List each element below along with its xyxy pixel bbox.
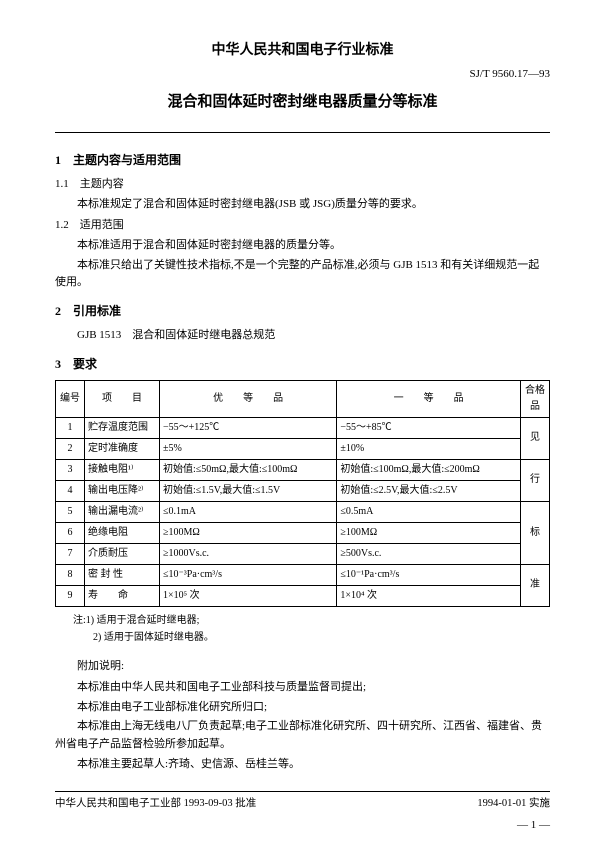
cell-yi: ≥500Vs.c. bbox=[337, 543, 521, 564]
standard-code: SJ/T 9560.17—93 bbox=[55, 66, 550, 84]
cell-you: ≥1000Vs.c. bbox=[160, 543, 337, 564]
th-item: 项 目 bbox=[85, 380, 160, 417]
cell-you: 初始值:≤50mΩ,最大值:≤100mΩ bbox=[160, 459, 337, 480]
table-row: 7 介质耐压 ≥1000Vs.c. ≥500Vs.c. bbox=[56, 543, 550, 564]
addendum-heading: 附加说明: bbox=[55, 658, 550, 676]
cell-you: ≥100MΩ bbox=[160, 522, 337, 543]
section2-body: GJB 1513 混合和固体延时继电器总规范 bbox=[55, 327, 550, 345]
cell-yi: ≤10⁻¹Pa·cm³/s bbox=[337, 564, 521, 585]
cell-item: 绝缘电阻 bbox=[85, 522, 160, 543]
cell-item: 输出漏电流²⁾ bbox=[85, 501, 160, 522]
table-row: 6 绝缘电阻 ≥100MΩ ≥100MΩ bbox=[56, 522, 550, 543]
footer-right: 1994-01-01 实施 bbox=[477, 796, 550, 813]
page: 中华人民共和国电子行业标准 SJ/T 9560.17—93 混合和固体延时密封继… bbox=[0, 0, 600, 855]
cell-item: 贮存温度范围 bbox=[85, 417, 160, 438]
cell-num: 9 bbox=[56, 585, 85, 606]
section1-2-heading: 1.2 适用范围 bbox=[55, 217, 550, 235]
cell-vnote: 见 bbox=[521, 417, 550, 459]
page-number: — 1 — bbox=[55, 817, 550, 835]
cell-item: 定时准确度 bbox=[85, 438, 160, 459]
cell-vnote: 行 bbox=[521, 459, 550, 501]
cell-num: 8 bbox=[56, 564, 85, 585]
table-row: 9 寿 命 1×10⁵ 次 1×10⁴ 次 bbox=[56, 585, 550, 606]
table-notes: 注:1) 适用于混合延时继电器; 2) 适用于固体延时继电器。 bbox=[73, 613, 550, 646]
cell-you: 初始值:≤1.5V,最大值:≤1.5V bbox=[160, 480, 337, 501]
cell-num: 1 bbox=[56, 417, 85, 438]
cell-yi: ≥100MΩ bbox=[337, 522, 521, 543]
table-row: 1 贮存温度范围 −55～+125℃ −55～+85℃ 见 bbox=[56, 417, 550, 438]
org-title: 中华人民共和国电子行业标准 bbox=[55, 40, 550, 62]
th-num: 编号 bbox=[56, 380, 85, 417]
cell-yi: −55～+85℃ bbox=[337, 417, 521, 438]
cell-item: 介质耐压 bbox=[85, 543, 160, 564]
table-row: 2 定时准确度 ±5% ±10% bbox=[56, 438, 550, 459]
table-row: 3 接触电阻¹⁾ 初始值:≤50mΩ,最大值:≤100mΩ 初始值:≤100mΩ… bbox=[56, 459, 550, 480]
section3-heading: 3 要求 bbox=[55, 355, 550, 374]
cell-yi: ±10% bbox=[337, 438, 521, 459]
cell-yi: 初始值:≤2.5V,最大值:≤2.5V bbox=[337, 480, 521, 501]
cell-you: ≤10⁻³Pa·cm³/s bbox=[160, 564, 337, 585]
th-hege: 合格品 bbox=[521, 380, 550, 417]
th-yi: 一 等 品 bbox=[337, 380, 521, 417]
cell-yi: 初始值:≤100mΩ,最大值:≤200mΩ bbox=[337, 459, 521, 480]
table-row: 4 输出电压降²⁾ 初始值:≤1.5V,最大值:≤1.5V 初始值:≤2.5V,… bbox=[56, 480, 550, 501]
addendum-p1: 本标准由中华人民共和国电子工业部科技与质量监督司提出; bbox=[55, 679, 550, 697]
cell-item: 接触电阻¹⁾ bbox=[85, 459, 160, 480]
cell-you: ≤0.1mA bbox=[160, 501, 337, 522]
section1-heading: 1 主题内容与适用范围 bbox=[55, 151, 550, 170]
section1-1-heading: 1.1 主题内容 bbox=[55, 176, 550, 194]
footer-left: 中华人民共和国电子工业部 1993-09-03 批准 bbox=[55, 796, 256, 813]
cell-item: 寿 命 bbox=[85, 585, 160, 606]
note-1: 注:1) 适用于混合延时继电器; bbox=[73, 613, 550, 629]
cell-yi: 1×10⁴ 次 bbox=[337, 585, 521, 606]
cell-num: 3 bbox=[56, 459, 85, 480]
cell-vnote: 准 bbox=[521, 564, 550, 606]
cell-num: 7 bbox=[56, 543, 85, 564]
addendum-p4: 本标准主要起草人:齐琦、史信源、岳桂兰等。 bbox=[55, 756, 550, 774]
cell-num: 5 bbox=[56, 501, 85, 522]
section1-2-body2: 本标准只给出了关键性技术指标,不是一个完整的产品标准,必须与 GJB 1513 … bbox=[55, 257, 550, 292]
cell-num: 2 bbox=[56, 438, 85, 459]
note-2: 2) 适用于固体延时继电器。 bbox=[73, 630, 550, 646]
doc-title: 混合和固体延时密封继电器质量分等标准 bbox=[55, 90, 550, 114]
cell-yi: ≤0.5mA bbox=[337, 501, 521, 522]
cell-num: 4 bbox=[56, 480, 85, 501]
table-row: 5 输出漏电流²⁾ ≤0.1mA ≤0.5mA 标 bbox=[56, 501, 550, 522]
cell-you: −55～+125℃ bbox=[160, 417, 337, 438]
cell-num: 6 bbox=[56, 522, 85, 543]
addendum-p3: 本标准由上海无线电八厂负责起草;电子工业部标准化研究所、四十研究所、江西省、福建… bbox=[55, 718, 550, 753]
table-row: 8 密 封 性 ≤10⁻³Pa·cm³/s ≤10⁻¹Pa·cm³/s 准 bbox=[56, 564, 550, 585]
table-header-row: 编号 项 目 优 等 品 一 等 品 合格品 bbox=[56, 380, 550, 417]
cell-you: ±5% bbox=[160, 438, 337, 459]
cell-item: 输出电压降²⁾ bbox=[85, 480, 160, 501]
addendum-p2: 本标准由电子工业部标准化研究所归口; bbox=[55, 699, 550, 717]
section1-2-body1: 本标准适用于混合和固体延时密封继电器的质量分等。 bbox=[55, 237, 550, 255]
cell-you: 1×10⁵ 次 bbox=[160, 585, 337, 606]
cell-vnote: 标 bbox=[521, 501, 550, 564]
requirements-table: 编号 项 目 优 等 品 一 等 品 合格品 1 贮存温度范围 −55～+125… bbox=[55, 380, 550, 607]
th-you: 优 等 品 bbox=[160, 380, 337, 417]
divider bbox=[55, 132, 550, 133]
section1-1-body: 本标准规定了混合和固体延时密封继电器(JSB 或 JSG)质量分等的要求。 bbox=[55, 196, 550, 214]
footer: 中华人民共和国电子工业部 1993-09-03 批准 1994-01-01 实施 bbox=[55, 791, 550, 813]
section2-heading: 2 引用标准 bbox=[55, 302, 550, 321]
cell-item: 密 封 性 bbox=[85, 564, 160, 585]
